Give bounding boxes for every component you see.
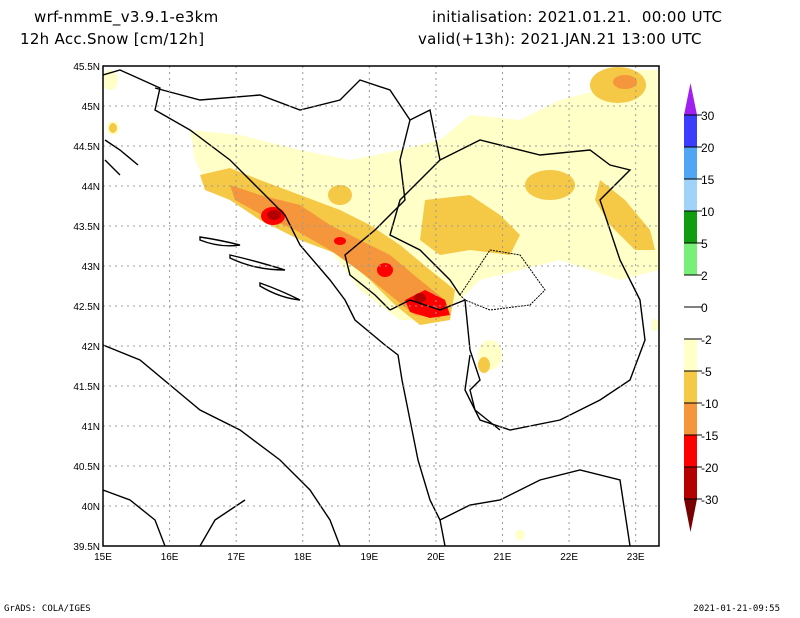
lon-tick-label: 18E xyxy=(294,552,312,563)
colorbar-segment xyxy=(684,211,697,243)
colorbar-label: 2 xyxy=(701,269,708,283)
lat-tick-label: 45.5N xyxy=(73,62,100,73)
lat-tick-label: 40.5N xyxy=(73,462,100,473)
lon-tick-label: 16E xyxy=(161,552,179,563)
lat-tick-label: 44.5N xyxy=(73,142,100,153)
lat-tick-label: 41N xyxy=(82,422,100,433)
lat-tick-label: 44N xyxy=(82,182,100,193)
lon-tick-label: 21E xyxy=(494,552,512,563)
map-frame xyxy=(102,65,660,547)
colorbar-segment xyxy=(684,275,697,307)
init-time: initialisation: 2021.01.21. 00:00 UTC xyxy=(432,8,723,26)
colorbar-label: -20 xyxy=(701,461,719,475)
lat-tick-label: 42.5N xyxy=(73,302,100,313)
lat-tick-label: 42N xyxy=(82,342,100,353)
colorbar-label: 15 xyxy=(701,173,715,187)
colorbar-label: -30 xyxy=(701,493,719,507)
colorbar-segment xyxy=(684,307,697,339)
colorbar-segment xyxy=(684,467,697,499)
lon-tick-label: 22E xyxy=(560,552,578,563)
colorbar-segment xyxy=(684,243,697,275)
colorbar-segment xyxy=(684,403,697,435)
colorbar-label: -15 xyxy=(701,429,719,443)
colorbar-bottom-arrow xyxy=(684,499,697,532)
colorbar-label: 30 xyxy=(701,109,715,123)
colorbar-label: 10 xyxy=(701,205,715,219)
lat-tick-label: 43N xyxy=(82,262,100,273)
colorbar-segment xyxy=(684,371,697,403)
lon-tick-label: 17E xyxy=(227,552,245,563)
footer-right: 2021-01-21-09:55 xyxy=(693,604,780,614)
valid-time: valid(+13h): 2021.JAN.21 13:00 UTC xyxy=(418,30,702,48)
colorbar-segment xyxy=(684,147,697,179)
colorbar-label: -5 xyxy=(701,365,712,379)
colorbar-segment xyxy=(684,339,697,371)
lat-tick-label: 43.5N xyxy=(73,222,100,233)
model-name: wrf-nmmE_v3.9.1-e3km xyxy=(34,8,219,26)
field-title: 12h Acc.Snow [cm/12h] xyxy=(20,30,205,48)
colorbar-label: 20 xyxy=(701,141,715,155)
colorbar-segment xyxy=(684,435,697,467)
colorbar-label: 5 xyxy=(701,237,708,251)
lon-tick-label: 15E xyxy=(94,552,112,563)
colorbar-label: -2 xyxy=(701,333,712,347)
colorbar-label: -10 xyxy=(701,397,719,411)
lon-tick-label: 23E xyxy=(627,552,645,563)
lat-tick-label: 40N xyxy=(82,502,100,513)
lat-tick-label: 39.5N xyxy=(73,542,100,553)
lon-tick-label: 20E xyxy=(427,552,445,563)
lat-tick-label: 41.5N xyxy=(73,382,100,393)
snow-field xyxy=(103,67,659,546)
colorbar-label: 0 xyxy=(701,301,708,315)
colorbar-segment xyxy=(684,115,697,147)
footer-left: GrADS: COLA/IGES xyxy=(4,604,91,614)
colorbar-top-arrow xyxy=(684,83,697,115)
lat-tick-label: 45N xyxy=(82,102,100,113)
map-axes: 15E 16E 17E 18E 19E 20E 21E 22E 23E 39.5N 40N 40.5N… xyxy=(73,62,645,563)
colorbar-segment xyxy=(684,179,697,211)
map-grid xyxy=(102,65,659,547)
lon-tick-label: 19E xyxy=(360,552,378,563)
